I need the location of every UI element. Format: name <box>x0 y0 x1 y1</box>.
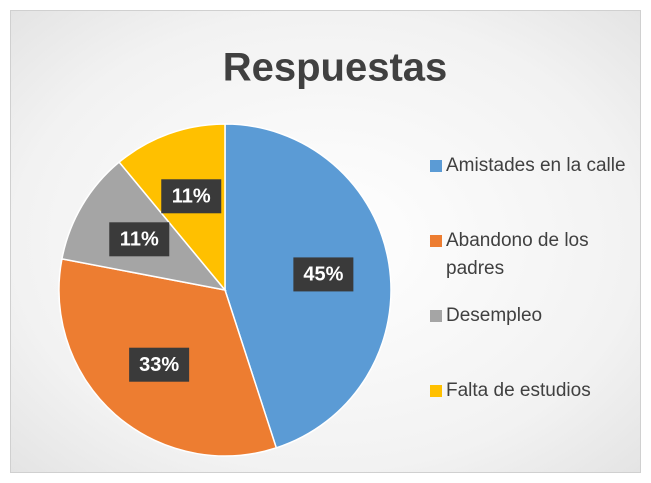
legend-label: Amistades en la calle <box>446 155 626 176</box>
legend-label: Desempleo <box>446 305 543 326</box>
data-label-box <box>129 347 190 382</box>
legend-swatch <box>430 310 442 322</box>
legend-swatch <box>430 235 442 247</box>
legend-entry: Amistades en la calle <box>430 152 630 180</box>
legend-swatch <box>430 160 442 172</box>
data-label: 11% <box>120 229 159 251</box>
data-label-box <box>109 222 170 257</box>
data-label-box <box>293 257 354 292</box>
legend-label: Falta de estudios <box>446 380 591 401</box>
data-label-box <box>161 179 222 214</box>
legend-entry: Falta de estudios <box>430 377 630 405</box>
legend-label: Abandono de los padres <box>446 230 589 279</box>
legend-entry: Desempleo <box>430 302 630 330</box>
legend-swatch <box>430 385 442 397</box>
data-label: 33% <box>139 354 179 376</box>
data-label: 45% <box>303 264 343 286</box>
chart-title: Respuestas <box>223 46 448 90</box>
data-label: 11% <box>172 186 211 208</box>
legend-entry: Abandono de los padres <box>430 227 630 283</box>
